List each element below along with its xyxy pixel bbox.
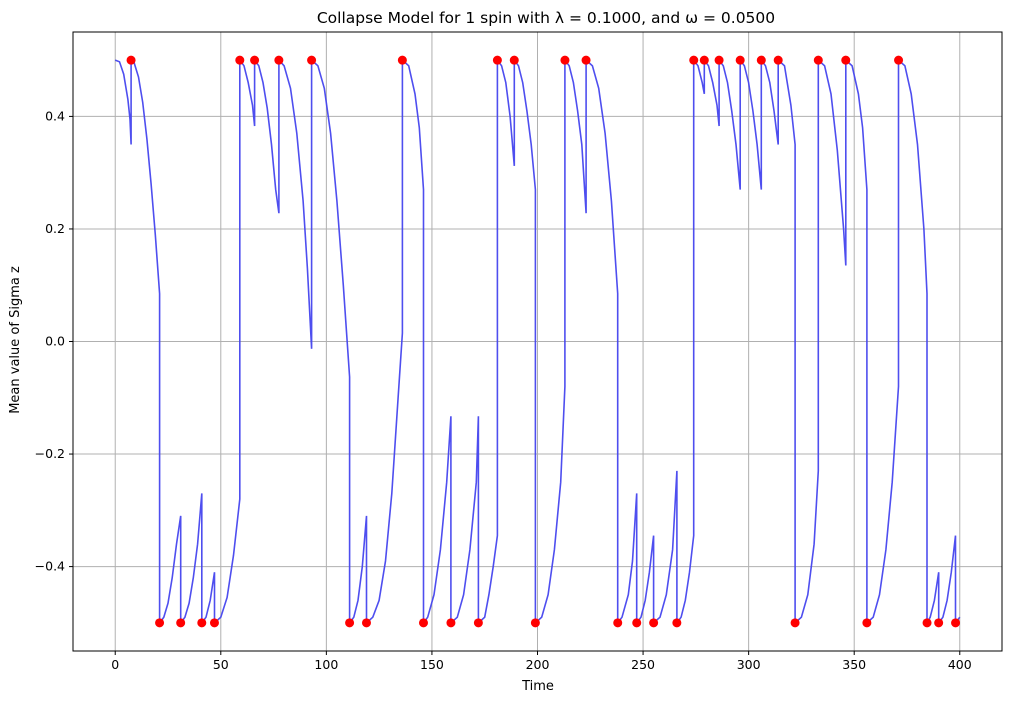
x-tick-label: 100	[314, 657, 338, 672]
collapse-marker	[361, 618, 371, 628]
collapse-marker	[581, 55, 591, 65]
collapse-marker	[735, 55, 745, 65]
collapse-marker	[699, 55, 709, 65]
series-line	[114, 57, 961, 626]
collapse-marker	[672, 618, 682, 628]
axis-ticks: 0 50 100 150 200 250 300 350 400 −0.4 −0.2 0.0 0.2 0.…	[35, 108, 972, 672]
collapse-marker	[397, 55, 407, 65]
collapse-marker	[274, 55, 284, 65]
collapse-marker	[197, 618, 207, 628]
collapse-marker	[632, 618, 642, 628]
x-tick-label: 300	[737, 657, 761, 672]
collapse-marker	[689, 55, 699, 65]
collapse-marker	[307, 55, 317, 65]
collapse-marker	[922, 618, 932, 628]
collapse-marker	[209, 618, 219, 628]
y-tick-label: −0.4	[35, 559, 65, 574]
collapse-marker	[813, 55, 823, 65]
collapse-marker	[473, 618, 483, 628]
collapse-marker	[509, 55, 519, 65]
collapse-marker	[345, 618, 355, 628]
collapse-marker	[176, 618, 186, 628]
collapse-marker	[714, 55, 724, 65]
collapse-marker	[951, 618, 961, 628]
collapse-markers	[126, 55, 961, 628]
x-tick-label: 350	[842, 657, 866, 672]
x-tick-label: 50	[213, 657, 229, 672]
collapse-marker	[418, 618, 428, 628]
collapse-marker	[560, 55, 570, 65]
collapse-marker	[862, 618, 872, 628]
y-tick-label: −0.2	[35, 446, 65, 461]
collapse-marker	[649, 618, 659, 628]
collapse-marker	[126, 55, 136, 65]
collapse-marker	[756, 55, 766, 65]
collapse-marker	[446, 618, 456, 628]
collapse-marker	[613, 618, 623, 628]
y-tick-label: 0.2	[45, 221, 65, 236]
collapse-marker	[250, 55, 260, 65]
collapse-marker	[790, 618, 800, 628]
collapse-marker	[530, 618, 540, 628]
collapse-marker	[235, 55, 245, 65]
x-tick-label: 0	[111, 657, 119, 672]
collapse-marker	[934, 618, 944, 628]
chart-title: Collapse Model for 1 spin with λ = 0.100…	[317, 9, 775, 27]
collapse-marker	[841, 55, 851, 65]
x-tick-label: 200	[526, 657, 550, 672]
grid	[73, 32, 1002, 651]
y-tick-label: 0.4	[45, 108, 65, 123]
collapse-marker	[492, 55, 502, 65]
collapse-marker	[894, 55, 904, 65]
x-tick-label: 400	[948, 657, 972, 672]
y-tick-label: 0.0	[45, 334, 65, 349]
x-tick-label: 150	[420, 657, 444, 672]
collapse-marker	[773, 55, 783, 65]
y-axis-label: Mean value of Sigma z	[8, 266, 23, 414]
x-axis-label: Time	[521, 679, 554, 694]
x-tick-label: 250	[631, 657, 655, 672]
series-line-group	[114, 57, 961, 626]
collapse-marker	[155, 618, 165, 628]
